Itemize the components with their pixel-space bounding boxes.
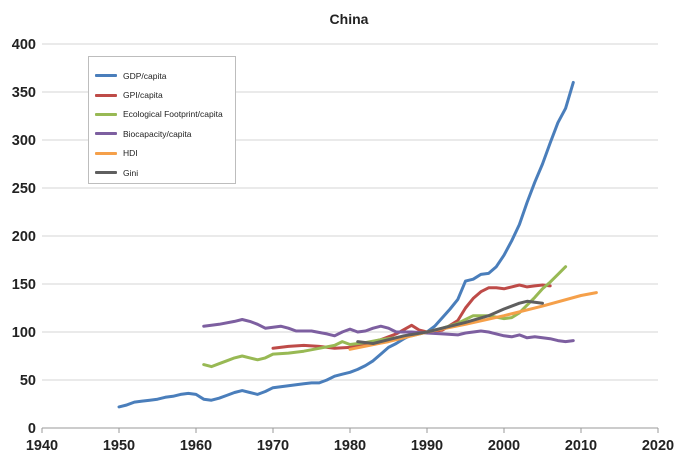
y-tick-label: 350 xyxy=(12,85,36,101)
y-axis-ticks: 0 50 100 150 200 250 300 350 400 xyxy=(12,37,36,437)
legend-label: HDI xyxy=(123,148,138,159)
x-tick-label: 1950 xyxy=(103,438,135,454)
legend-item: Gini xyxy=(95,163,235,182)
y-tick-label: 200 xyxy=(12,229,36,245)
legend-item: Biocapacity/capita xyxy=(95,124,235,143)
x-tick-label: 1940 xyxy=(26,438,58,454)
y-tick-label: 250 xyxy=(12,181,36,197)
x-axis-ticks: 1940 1950 1960 1970 1980 1990 2000 2010 2020 xyxy=(26,428,674,454)
series-lines xyxy=(117,80,598,409)
legend-swatch xyxy=(95,151,117,155)
legend-label: Gini xyxy=(123,167,139,178)
series-line-gini xyxy=(356,299,544,345)
legend: GDP/capita GPI/capita Ecological Footprint… xyxy=(88,56,236,184)
x-tick-label: 2010 xyxy=(565,438,597,454)
legend-item: Ecological Footprint/capita xyxy=(95,105,235,124)
legend-swatch xyxy=(95,171,117,175)
y-tick-label: 100 xyxy=(12,325,36,341)
legend-item: HDI xyxy=(95,144,235,163)
y-tick-label: 150 xyxy=(12,277,36,293)
legend-swatch xyxy=(95,93,117,97)
legend-label: Biocapacity/capita xyxy=(123,128,192,139)
legend-label: Ecological Footprint/capita xyxy=(123,109,223,120)
x-tick-label: 1970 xyxy=(257,438,289,454)
legend-item: GPI/capita xyxy=(95,85,235,104)
y-tick-label: 0 xyxy=(28,421,36,437)
legend-swatch xyxy=(95,74,117,78)
x-tick-label: 1960 xyxy=(180,438,212,454)
legend-label: GDP/capita xyxy=(123,70,167,81)
x-tick-label: 1990 xyxy=(411,438,443,454)
chart-title: China xyxy=(330,11,369,27)
legend-label: GPI/capita xyxy=(123,90,163,101)
series-line-biocapacity-capita xyxy=(202,318,575,344)
x-tick-label: 2020 xyxy=(642,438,674,454)
y-tick-label: 50 xyxy=(20,373,36,389)
y-tick-label: 400 xyxy=(12,37,36,53)
legend-swatch xyxy=(95,132,117,136)
series-line-gdp-capita xyxy=(117,80,575,409)
legend-item: GDP/capita xyxy=(95,66,235,85)
series-line-hdi xyxy=(348,291,598,351)
x-tick-label: 2000 xyxy=(488,438,520,454)
x-tick-label: 1980 xyxy=(334,438,366,454)
legend-swatch xyxy=(95,112,117,116)
y-tick-label: 300 xyxy=(12,133,36,149)
